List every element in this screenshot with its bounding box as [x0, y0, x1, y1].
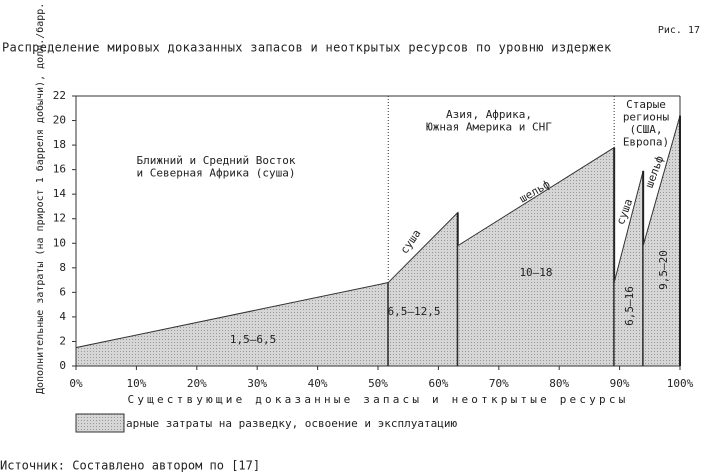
y-tick-label: 4	[59, 310, 66, 323]
region-label: Азия, Африка,	[446, 108, 532, 121]
region-label: Южная Америка и СНГ	[426, 121, 552, 134]
y-tick-label: 12	[53, 212, 66, 225]
range-label: 6,5–16	[623, 286, 636, 326]
area-segment	[75, 281, 389, 367]
region-label: Европа)	[623, 136, 669, 149]
y-tick-label: 20	[53, 114, 66, 127]
x-tick-label: 90%	[610, 377, 630, 390]
y-tick-label: 6	[59, 285, 66, 298]
region-label: (США,	[629, 123, 662, 136]
range-label: 10–18	[519, 266, 552, 279]
y-tick-label: 0	[59, 359, 66, 372]
chart-title: Распределение мировых доказанных запасов…	[2, 41, 612, 55]
x-tick-label: 30%	[247, 377, 267, 390]
y-tick-label: 10	[53, 236, 66, 249]
area-segment	[387, 211, 459, 367]
region-label: Старые	[626, 98, 666, 111]
legend-swatch	[75, 413, 125, 433]
y-tick-label: 22	[53, 89, 66, 102]
region-label: и Северная Африка (суша)	[137, 167, 296, 180]
region-label: регионы	[623, 111, 670, 124]
area-segment	[457, 146, 615, 367]
range-label: 6,5–12,5	[388, 305, 441, 318]
range-label: 1,5–6,5	[230, 333, 276, 346]
x-tick-label: 80%	[549, 377, 569, 390]
x-tick-label: 60%	[428, 377, 448, 390]
figure-label: Рис. 17	[658, 25, 700, 36]
y-tick-label: 16	[53, 163, 66, 176]
legend-label: арные затраты на разведку, освоение и эк…	[126, 417, 458, 430]
y-tick-label: 18	[53, 138, 66, 151]
y-axis-label: Дополнительные затраты (на прирост 1 бар…	[34, 3, 46, 394]
x-tick-label: 0%	[69, 377, 83, 390]
region-label: Ближний и Средний Восток	[137, 154, 296, 167]
x-tick-label: 100%	[667, 377, 694, 390]
x-tick-label: 10%	[126, 377, 146, 390]
x-tick-label: 50%	[368, 377, 388, 390]
y-tick-label: 14	[53, 187, 67, 200]
x-axis-label: Существующие доказанные запасы и неоткры…	[128, 393, 629, 406]
range-label: 9,5–20	[657, 250, 670, 290]
y-tick-label: 8	[59, 261, 66, 274]
x-tick-label: 40%	[308, 377, 328, 390]
source: Источник: Составлено автором по [17]	[0, 459, 260, 473]
area-segment	[642, 115, 681, 367]
x-tick-label: 20%	[187, 377, 207, 390]
x-tick-label: 70%	[489, 377, 509, 390]
y-tick-label: 2	[59, 334, 66, 347]
